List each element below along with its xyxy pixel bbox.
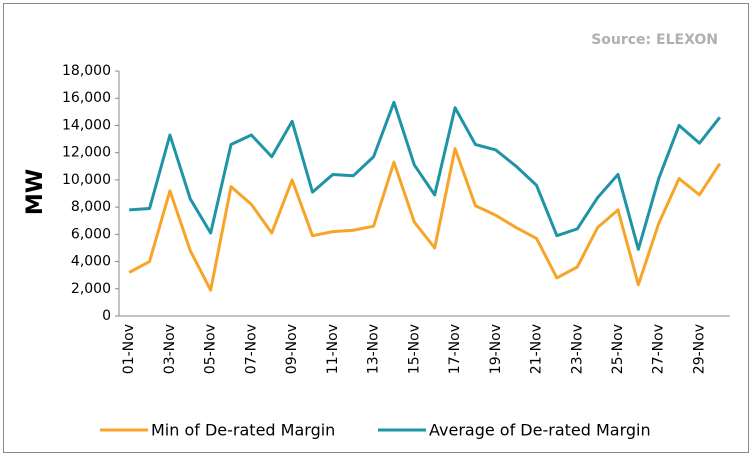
x-tick-label: 17-Nov xyxy=(447,324,463,374)
x-tick-label: 19-Nov xyxy=(488,324,504,374)
y-tick-label: 6,000 xyxy=(71,226,111,242)
x-tick-label: 21-Nov xyxy=(529,324,545,374)
x-tick-label: 25-Nov xyxy=(610,324,626,374)
legend-label: Min of De-rated Margin xyxy=(151,421,335,440)
y-tick-label: 0 xyxy=(102,308,111,324)
x-tick-label: 03-Nov xyxy=(162,324,178,374)
x-tick-label: 15-Nov xyxy=(406,324,422,374)
y-tick-label: 18,000 xyxy=(62,63,111,79)
series-line xyxy=(129,100,721,251)
y-axis-label: MW xyxy=(23,169,48,215)
x-tick-label: 23-Nov xyxy=(569,324,585,374)
y-tick-label: 10,000 xyxy=(62,172,111,188)
x-tick-label: 27-Nov xyxy=(651,324,667,374)
y-tick-label: 8,000 xyxy=(71,199,111,215)
x-tick-label: 09-Nov xyxy=(284,324,300,374)
legend-label: Average of De-rated Margin xyxy=(429,421,651,440)
source-note: Source: ELEXON xyxy=(591,32,718,48)
y-tick-label: 2,000 xyxy=(71,281,111,297)
series-line xyxy=(128,147,722,292)
y-tick-label: 12,000 xyxy=(62,145,111,161)
x-tick-label: 01-Nov xyxy=(121,324,137,374)
y-tick-label: 14,000 xyxy=(62,117,111,133)
y-tick-label: 16,000 xyxy=(62,90,111,106)
x-tick-label: 13-Nov xyxy=(366,324,382,374)
x-tick-label: 07-Nov xyxy=(243,324,259,374)
y-tick-label: 4,000 xyxy=(71,254,111,270)
x-tick-label: 29-Nov xyxy=(691,324,707,374)
x-tick-label: 05-Nov xyxy=(203,324,219,374)
x-tick-label: 11-Nov xyxy=(325,324,341,374)
